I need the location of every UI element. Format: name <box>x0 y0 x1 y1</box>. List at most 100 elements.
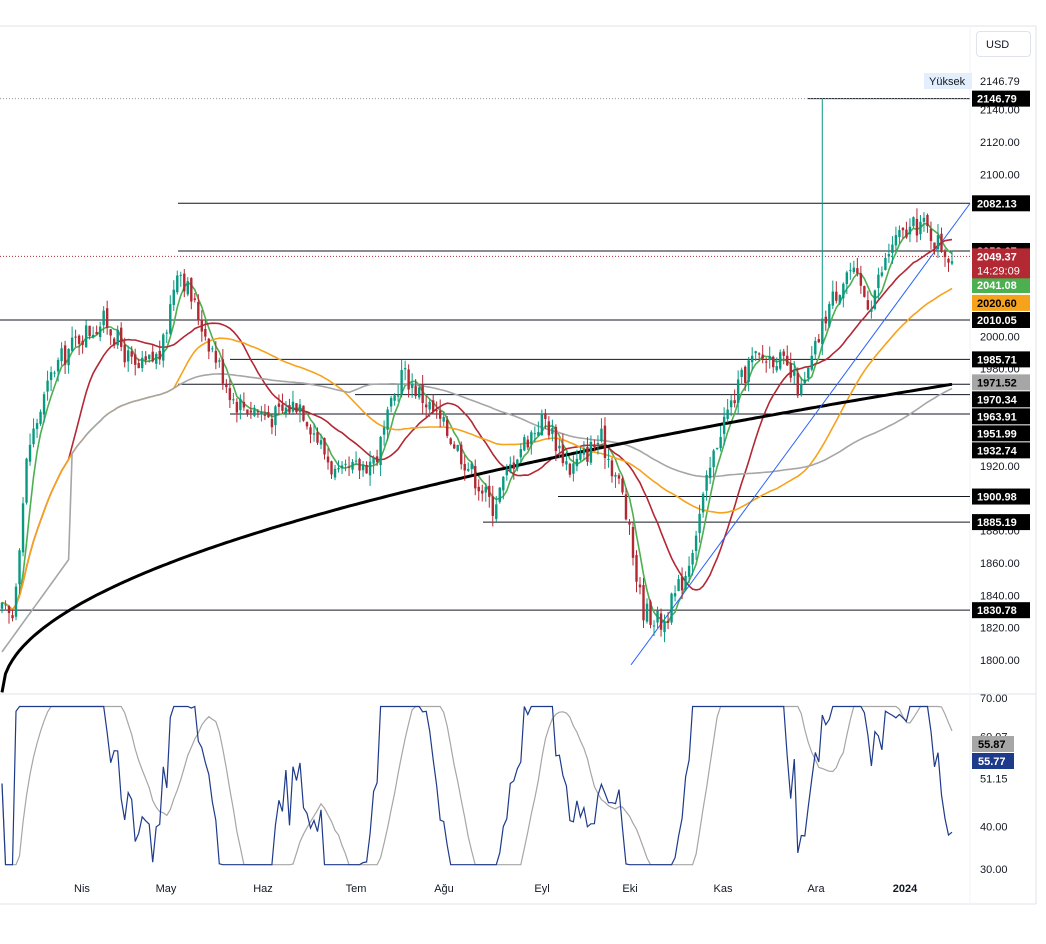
candle-body <box>172 289 175 305</box>
candle-body <box>649 601 652 625</box>
candle-body <box>915 218 919 236</box>
candle-body <box>249 410 253 413</box>
candle-body <box>253 409 256 416</box>
time-tick-label: Ağu <box>434 883 454 895</box>
candle-body <box>544 413 547 420</box>
candle-body <box>502 476 505 491</box>
candle-body <box>326 456 330 463</box>
candle-body <box>729 400 733 408</box>
candle-body <box>123 344 126 363</box>
candle-body <box>267 412 270 418</box>
price-tag-bg <box>972 311 1030 328</box>
candle-body <box>218 360 221 362</box>
candle-body <box>389 397 393 407</box>
candle-body <box>786 355 789 366</box>
candle-body <box>32 428 35 445</box>
candle-body <box>863 285 866 297</box>
candle-body <box>424 404 428 408</box>
candle-body <box>849 270 852 272</box>
candle-body <box>351 461 354 470</box>
candle-body <box>407 369 410 390</box>
candle-body <box>484 486 487 493</box>
candle-body <box>11 615 14 619</box>
candle-body <box>698 513 701 534</box>
candle-body <box>803 379 806 384</box>
currency-button[interactable]: USD <box>976 31 1031 57</box>
price-tag-label: 2146.79 <box>977 94 1017 106</box>
price-tag-bg <box>972 374 1030 391</box>
candle-body <box>870 308 873 312</box>
candle-body <box>652 625 656 627</box>
candle-body <box>134 354 137 365</box>
candle-body <box>586 447 589 462</box>
candle-body <box>95 331 98 335</box>
price-tag-label: 1971.52 <box>977 377 1017 389</box>
candle-body <box>701 493 705 513</box>
candle-body <box>112 338 116 346</box>
candle-body <box>498 487 501 502</box>
candle-body <box>908 226 912 235</box>
candle-body <box>372 457 375 464</box>
time-tick-label: Haz <box>253 883 273 895</box>
price-tick-label: 1920.00 <box>980 461 1020 473</box>
candle-body <box>817 339 820 343</box>
rsi-signal-tag-label: 55.87 <box>978 739 1006 751</box>
candle-body <box>295 403 298 413</box>
candle-body <box>666 620 670 623</box>
candle-body <box>603 425 607 459</box>
candle-body <box>821 318 824 345</box>
candle-body <box>537 431 540 436</box>
rsi-signal-tag-bg <box>972 736 1014 752</box>
candle-body <box>670 593 673 623</box>
price-tag-label: 1970.34 <box>977 394 1018 406</box>
candle-body <box>319 440 323 445</box>
candle-body <box>21 503 25 553</box>
candle-body <box>74 336 77 338</box>
candle-body <box>719 436 722 449</box>
candle-body <box>558 445 561 449</box>
candle-body <box>575 458 579 467</box>
price-tick-label: 2100.00 <box>980 169 1020 181</box>
candle-body <box>88 325 91 336</box>
candle-body <box>263 414 267 416</box>
price-tag-label: 1985.71 <box>977 354 1017 366</box>
price-tag-label: 1932.74 <box>977 445 1018 457</box>
candle-body <box>568 463 572 475</box>
candle-body <box>726 409 729 419</box>
candle-body <box>42 394 46 415</box>
candle-body <box>919 221 922 235</box>
candle-body <box>316 432 319 443</box>
candle-body <box>873 290 877 309</box>
candle-body <box>214 350 218 363</box>
candle-body <box>835 291 838 301</box>
candle-body <box>309 427 312 435</box>
candle-body <box>617 475 621 479</box>
candle-body <box>470 463 473 470</box>
candle-body <box>610 460 614 477</box>
candle-body <box>814 340 817 355</box>
candle-body <box>684 575 687 589</box>
candle-body <box>582 448 586 455</box>
candle-body <box>526 439 530 448</box>
candle-body <box>242 401 246 408</box>
candle-body <box>197 301 200 321</box>
candle-body <box>607 458 610 460</box>
candle-body <box>807 367 810 379</box>
candle-body <box>856 268 859 274</box>
price-tag-label: 1885.19 <box>977 517 1017 529</box>
price-tick-label: 1820.00 <box>980 623 1020 635</box>
candle-body <box>631 526 635 558</box>
candle-body <box>887 254 891 257</box>
candle-body <box>621 478 624 493</box>
candle-body <box>274 406 277 426</box>
candle-body <box>403 368 407 370</box>
candle-body <box>453 444 456 449</box>
candle-body <box>481 490 484 494</box>
candle-body <box>277 403 281 407</box>
candle-body <box>782 351 785 356</box>
candle-body <box>838 295 842 304</box>
candle-body <box>410 383 414 389</box>
candle-body <box>761 354 764 359</box>
